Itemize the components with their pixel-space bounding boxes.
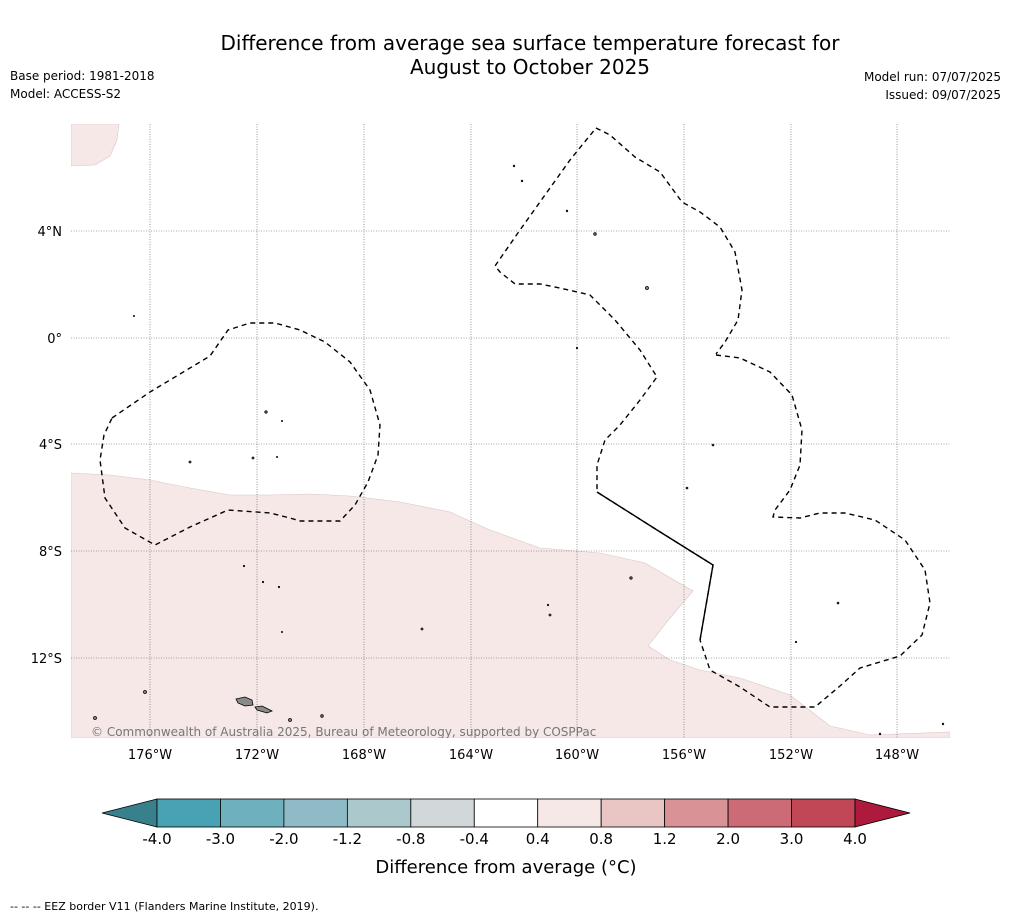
- colorbar-tick-label: 2.0: [716, 830, 740, 848]
- lon-tick-label: 152°W: [769, 748, 813, 763]
- colorbar-under-arrow: [101, 798, 158, 828]
- colorbar-label: Difference from average (°C): [375, 857, 636, 878]
- lon-tick-label: 164°W: [449, 748, 493, 763]
- longitude-tick-labels: 176°W 172°W 168°W 164°W 160°W 156°W 152°…: [128, 748, 919, 763]
- colorbar-tick-label: -0.4: [460, 830, 489, 848]
- island-dot: [546, 603, 550, 607]
- eez-border-west: [99, 322, 381, 546]
- lon-tick-label: 156°W: [662, 748, 706, 763]
- island-dot: [275, 455, 278, 458]
- samoa-upolu-island: [254, 705, 273, 714]
- island-dot: [242, 564, 246, 568]
- island-dot: [878, 732, 882, 736]
- lat-tick-label: 8°S: [39, 545, 62, 560]
- island-dot: [565, 209, 569, 213]
- lon-tick-label: 160°W: [555, 748, 599, 763]
- lon-tick-label: 172°W: [235, 748, 279, 763]
- lat-tick-label: 12°S: [31, 652, 62, 667]
- title-line-1: Difference from average sea surface temp…: [220, 31, 840, 55]
- island-dot: [251, 456, 255, 460]
- island-dot: [512, 164, 516, 168]
- island-dot: [575, 346, 579, 350]
- island-dot: [132, 314, 135, 317]
- colorbar-tick-label: -2.0: [269, 830, 298, 848]
- eez-border-solid: [596, 491, 714, 641]
- island-dot: [143, 690, 147, 694]
- colorbar-segment: [791, 798, 856, 828]
- colorbar-segment: [156, 798, 221, 828]
- island-dot: [941, 722, 945, 726]
- colorbar-segment: [664, 798, 729, 828]
- colorbar-segment: [473, 798, 539, 828]
- graticule: [71, 124, 950, 738]
- colorbar-segment: [600, 798, 666, 828]
- island-dot: [794, 640, 798, 644]
- island-dot: [685, 486, 689, 490]
- warm-anomaly-region-north: [71, 124, 120, 167]
- eez-legend-note: -- -- -- EEZ border V11 (Flanders Marine…: [10, 900, 319, 913]
- colorbar-tick-label: 0.8: [589, 830, 613, 848]
- colorbar-over-arrow: [854, 798, 911, 828]
- colorbar: [101, 798, 911, 828]
- island-dot: [320, 714, 324, 718]
- colorbar-segment: [283, 798, 348, 828]
- colorbar-segment: [537, 798, 602, 828]
- colorbar-segment: [346, 798, 412, 828]
- eez-border-central: [494, 127, 931, 708]
- colorbar-tick-label: 3.0: [780, 830, 804, 848]
- lat-tick-label: 0°: [47, 332, 62, 347]
- island-dot: [420, 627, 424, 631]
- islands: [93, 164, 945, 736]
- colorbar-segment: [727, 798, 792, 828]
- colorbar-tick-label: -3.0: [206, 830, 235, 848]
- base-period: Base period: 1981-2018: [10, 69, 155, 83]
- colorbar-tick-label: -1.2: [333, 830, 362, 848]
- island-dot: [836, 601, 840, 605]
- colorbar-tick-labels: -4.0 -3.0 -2.0 -1.2 -0.8 -0.4 0.4 0.8 1.2 2.0 3.0 4…: [142, 830, 867, 848]
- lon-tick-label: 168°W: [342, 748, 386, 763]
- island-dot: [645, 286, 649, 290]
- island-dot: [288, 718, 292, 722]
- lon-tick-label: 176°W: [128, 748, 172, 763]
- island-dot: [280, 631, 283, 634]
- island-dot: [277, 585, 281, 589]
- island-dot: [93, 716, 97, 720]
- island-dot: [280, 419, 283, 422]
- island-dot: [711, 443, 715, 447]
- title-line-2: August to October 2025: [409, 55, 651, 79]
- lon-tick-label: 148°W: [875, 748, 919, 763]
- samoa-savaii-island: [235, 696, 254, 707]
- colorbar-tick-label: -4.0: [142, 830, 171, 848]
- colorbar-segment: [220, 798, 285, 828]
- colorbar-tick-label: 4.0: [843, 830, 867, 848]
- eez-borders: [99, 127, 931, 708]
- model-run: Model run: 07/07/2025: [863, 70, 1001, 84]
- island-dot: [548, 613, 552, 617]
- island-dot: [520, 179, 524, 183]
- island-dot: [261, 580, 265, 584]
- island-dot: [593, 232, 597, 236]
- lat-tick-label: 4°N: [38, 225, 63, 240]
- island-dot: [629, 576, 633, 580]
- colorbar-tick-label: 0.4: [526, 830, 550, 848]
- lat-tick-label: 4°S: [39, 438, 62, 453]
- model-name: Model: ACCESS-S2: [10, 87, 122, 101]
- colorbar-segment: [410, 798, 475, 828]
- copyright-notice: © Commonwealth of Australia 2025, Bureau…: [91, 725, 596, 739]
- latitude-tick-labels: 4°N 0° 4°S 8°S 12°S: [31, 225, 62, 667]
- island-dot: [188, 460, 192, 464]
- issued-date: Issued: 09/07/2025: [885, 88, 1001, 102]
- island-dot: [264, 410, 268, 414]
- colorbar-tick-label: -0.8: [396, 830, 425, 848]
- warm-anomaly-region: [71, 472, 950, 738]
- colorbar-tick-label: 1.2: [653, 830, 677, 848]
